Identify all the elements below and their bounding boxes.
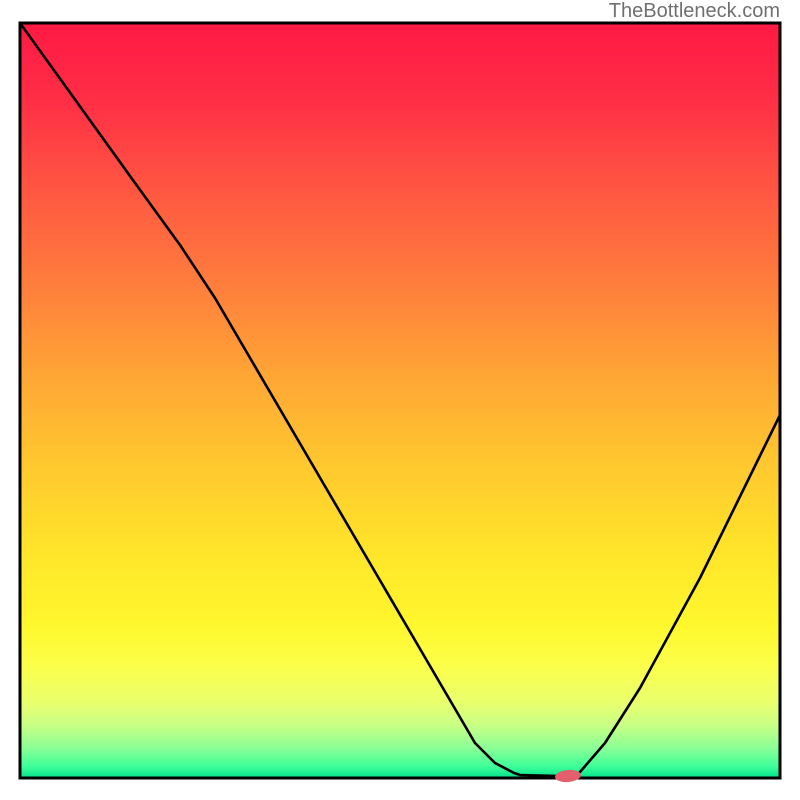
plot-border <box>20 23 780 778</box>
watermark-text: TheBottleneck.com <box>609 0 780 23</box>
chart-svg-layer <box>0 0 800 800</box>
valley-marker <box>555 769 582 783</box>
chart-container: TheBottleneck.com <box>0 0 800 800</box>
bottleneck-curve <box>20 23 780 776</box>
